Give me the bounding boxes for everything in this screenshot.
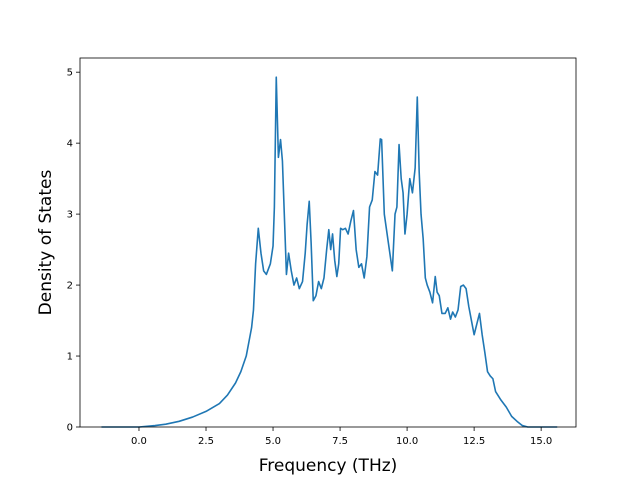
x-tick-label: 10.0	[396, 436, 418, 447]
x-tick-label: 2.5	[198, 436, 214, 447]
series-layer	[101, 76, 558, 428]
y-axis-label: Density of States	[36, 170, 56, 316]
y-axis-ticks: 0 1 2 3 4 5	[67, 68, 80, 434]
y-tick-label: 0	[67, 423, 73, 434]
plot-frame	[79, 57, 577, 428]
y-tick-label: 1	[67, 352, 73, 363]
x-tick-label: 0.0	[131, 436, 147, 447]
y-tick-label: 2	[67, 281, 73, 292]
x-axis-label: Frequency (THz)	[259, 456, 398, 476]
y-tick-label: 4	[67, 139, 73, 150]
x-tick-label: 12.5	[463, 436, 485, 447]
x-axis-ticks: 0.0 2.5 5.0 7.5 10.0 12.5 15.0	[131, 427, 552, 447]
x-tick-label: 7.5	[332, 436, 348, 447]
y-tick-label: 5	[67, 68, 73, 79]
x-tick-label: 5.0	[265, 436, 281, 447]
dos-series-line-0	[101, 76, 558, 428]
x-tick-label: 15.0	[530, 436, 552, 447]
y-tick-label: 3	[67, 210, 73, 221]
